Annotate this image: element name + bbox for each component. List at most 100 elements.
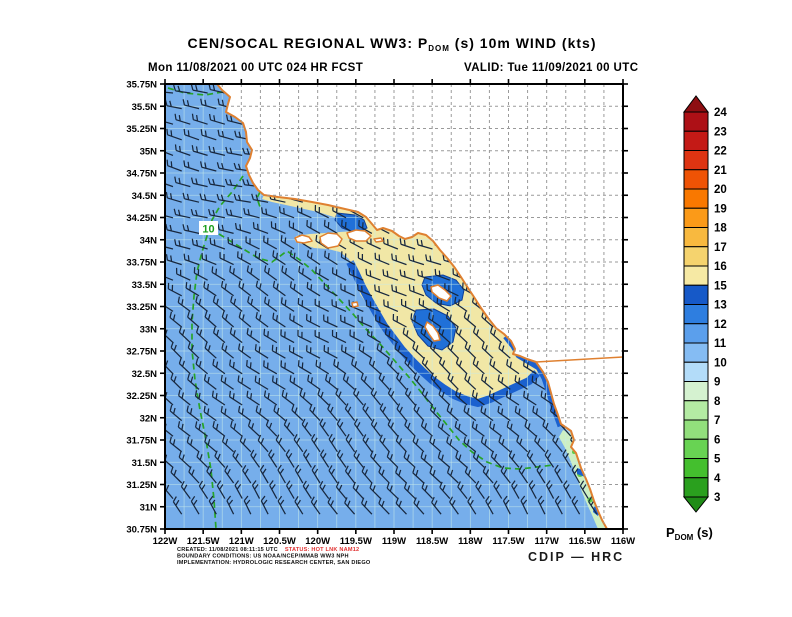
- wind-barb: [281, 265, 295, 281]
- lat-tick-label: 34.25N: [126, 213, 157, 224]
- lon-tick-label: 120.5W: [263, 536, 296, 547]
- wind-barb: [271, 344, 286, 359]
- wind-barb: [306, 250, 321, 266]
- wind-barb: [410, 313, 425, 328]
- wind-barb: [174, 239, 191, 250]
- colorbar-tick-label: 18: [714, 223, 727, 235]
- channel-islands: [294, 229, 452, 342]
- wind-barb: [378, 466, 390, 484]
- wind-barb: [314, 205, 329, 219]
- lon-tick-label: 116W: [611, 536, 635, 547]
- wind-barb: [362, 434, 373, 453]
- lat-tick-label: 33.5N: [132, 280, 157, 291]
- contour-label-10: 10: [199, 221, 218, 236]
- wind-barb: [361, 497, 373, 515]
- wind-barb: [418, 298, 433, 312]
- wind-barb: [379, 434, 390, 453]
- wind-barb: [420, 326, 433, 344]
- wind-barb: [369, 482, 382, 500]
- wind-barb: [209, 237, 226, 250]
- lat-tick-label: 32N: [140, 413, 158, 424]
- santa-rosa-island: [319, 232, 343, 249]
- wind-barb: [251, 193, 269, 203]
- wind-barb: [172, 496, 183, 515]
- wind-barb: [307, 374, 321, 390]
- wind-barb: [323, 314, 338, 328]
- wind-barb: [191, 238, 208, 250]
- wind-barb: [277, 495, 286, 515]
- wind-barb: [183, 160, 200, 172]
- lat-tick-label: 33.25N: [126, 302, 157, 313]
- wind-barb: [328, 465, 338, 484]
- wind-barb: [212, 295, 226, 312]
- wind-barb: [208, 145, 226, 157]
- catalina-island: [430, 284, 452, 302]
- wind-barb: [378, 372, 390, 390]
- wind-barb: [342, 373, 356, 390]
- wind-barb: [412, 342, 425, 359]
- wind-barb: [230, 295, 243, 312]
- wind-barb: [429, 466, 442, 484]
- wind-barb: [391, 253, 407, 266]
- wind-barb: [177, 421, 191, 437]
- wind-barb: [306, 314, 321, 328]
- wind-barb: [187, 311, 200, 328]
- wind-barb: [306, 345, 321, 359]
- wind-barb: [183, 253, 200, 266]
- wind-barb: [174, 176, 191, 188]
- wind-barb: [254, 344, 269, 359]
- wind-barb: [420, 420, 433, 437]
- wind-barb: [434, 268, 451, 281]
- lat-tick-label: 32.5N: [132, 369, 157, 380]
- wind-barb: [273, 404, 286, 422]
- wind-barb: [518, 465, 529, 484]
- wind-barb: [480, 436, 494, 453]
- wind-barb: [367, 328, 381, 344]
- wind-barb: [217, 129, 234, 141]
- wind-barb: [238, 311, 252, 328]
- wind-barb: [280, 329, 295, 344]
- wind-barb: [289, 375, 304, 390]
- wind-barb: [357, 252, 373, 266]
- wind-barb: [328, 433, 338, 453]
- wind-barb: [379, 403, 390, 421]
- wind-barb: [534, 435, 546, 453]
- wind-barb: [358, 220, 373, 234]
- wind-barb: [546, 480, 555, 499]
- wind-barb: [497, 405, 511, 422]
- wind-barb: [293, 434, 304, 453]
- wind-barb: [289, 281, 304, 297]
- colorbar-segment: [683, 400, 709, 421]
- wind-barb: [331, 299, 347, 312]
- wind-barb: [445, 311, 459, 328]
- colorbar-tick-label: 13: [714, 300, 727, 312]
- wind-barb: [524, 420, 537, 437]
- wind-barb: [391, 284, 407, 297]
- wind-barb: [408, 284, 425, 297]
- wind-barb: [317, 388, 330, 406]
- wind-barb: [336, 418, 347, 437]
- wind-barb: [315, 266, 330, 281]
- wind-barb: [169, 311, 183, 328]
- colorbar-tick-label: 5: [714, 454, 721, 466]
- wind-barb: [523, 390, 537, 406]
- wind-barb: [297, 298, 312, 312]
- wind-barb: [238, 343, 252, 359]
- wind-barb: [563, 480, 572, 499]
- wind-barb: [263, 235, 278, 250]
- wind-barb: [203, 405, 217, 422]
- lat-tick-label: 34.5N: [132, 191, 157, 202]
- wind-barb: [324, 250, 338, 266]
- wind-barb: [325, 374, 338, 390]
- wind-barb: [396, 372, 407, 390]
- wind-barb: [384, 328, 399, 344]
- wind-barb: [497, 374, 511, 390]
- wind-barb: [396, 403, 407, 421]
- wind-barb: [413, 497, 425, 515]
- colorbar-segment: [683, 150, 709, 171]
- wind-barb: [186, 405, 200, 422]
- colorbar-segment: [683, 342, 709, 363]
- wind-barb: [500, 465, 511, 484]
- wind-barb: [382, 269, 399, 281]
